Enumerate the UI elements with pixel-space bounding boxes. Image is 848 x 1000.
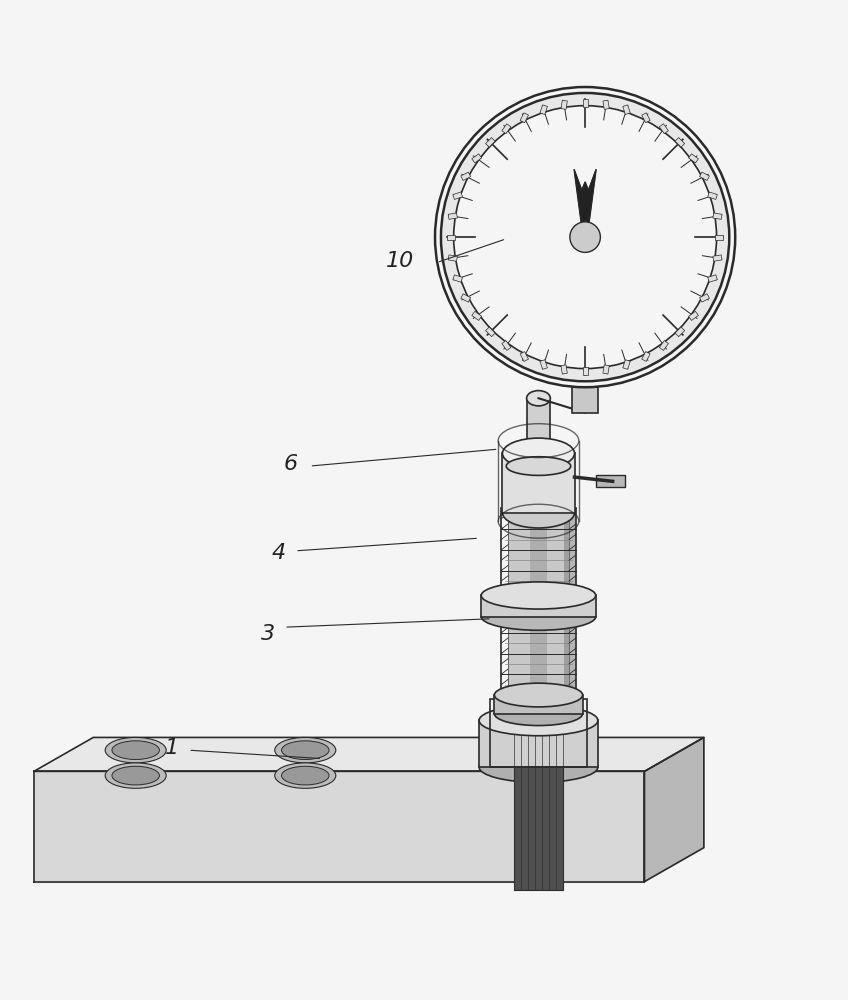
Ellipse shape xyxy=(502,438,575,469)
Bar xyxy=(520,352,528,361)
Ellipse shape xyxy=(105,737,166,763)
Ellipse shape xyxy=(112,741,159,759)
Polygon shape xyxy=(34,771,644,882)
Bar xyxy=(449,213,457,219)
Bar xyxy=(660,124,668,134)
Bar xyxy=(530,508,547,695)
Bar xyxy=(486,138,495,147)
Bar xyxy=(689,311,699,320)
Bar xyxy=(675,327,684,337)
Bar xyxy=(708,275,717,282)
Ellipse shape xyxy=(527,391,550,406)
Bar xyxy=(572,387,598,413)
Bar xyxy=(453,275,462,282)
Bar xyxy=(583,99,588,107)
Text: 10: 10 xyxy=(386,251,414,271)
Bar xyxy=(494,695,583,714)
Bar xyxy=(700,172,710,180)
Bar xyxy=(486,327,495,337)
Bar xyxy=(700,294,710,302)
Bar xyxy=(447,235,455,240)
Ellipse shape xyxy=(454,106,717,369)
Ellipse shape xyxy=(479,752,598,782)
Ellipse shape xyxy=(506,457,571,475)
Ellipse shape xyxy=(502,497,575,528)
Bar xyxy=(471,154,482,163)
Bar xyxy=(482,595,595,617)
Ellipse shape xyxy=(479,705,598,736)
Ellipse shape xyxy=(494,702,583,726)
Ellipse shape xyxy=(482,603,595,630)
Ellipse shape xyxy=(282,766,329,785)
Bar xyxy=(689,154,699,163)
Bar xyxy=(540,105,548,115)
Text: 6: 6 xyxy=(284,454,298,474)
Ellipse shape xyxy=(482,582,595,609)
Ellipse shape xyxy=(570,222,600,252)
Bar xyxy=(561,100,567,109)
Bar xyxy=(715,235,723,240)
Ellipse shape xyxy=(514,685,563,705)
Bar xyxy=(502,341,510,350)
Bar xyxy=(603,100,609,109)
Bar xyxy=(514,695,563,890)
Bar xyxy=(564,508,576,695)
Ellipse shape xyxy=(494,683,583,707)
Text: 4: 4 xyxy=(271,543,286,563)
Bar xyxy=(449,255,457,261)
Bar xyxy=(527,398,550,441)
Bar xyxy=(561,365,567,374)
Bar xyxy=(453,192,462,199)
Bar xyxy=(460,294,471,302)
Bar xyxy=(622,105,630,115)
Bar xyxy=(622,360,630,369)
Bar xyxy=(713,213,722,219)
Bar xyxy=(508,508,569,695)
Bar xyxy=(490,699,587,767)
Bar xyxy=(713,255,722,261)
Bar xyxy=(583,367,588,375)
Ellipse shape xyxy=(275,763,336,788)
Polygon shape xyxy=(644,737,704,882)
Bar xyxy=(660,341,668,350)
Bar xyxy=(460,172,471,180)
Bar xyxy=(708,192,717,199)
Bar xyxy=(502,124,510,134)
Bar xyxy=(540,360,548,369)
Ellipse shape xyxy=(112,766,159,785)
Polygon shape xyxy=(34,737,704,771)
Bar xyxy=(675,138,684,147)
Bar xyxy=(520,113,528,123)
Bar xyxy=(642,352,650,361)
Bar xyxy=(471,311,482,320)
Bar xyxy=(595,475,626,487)
Ellipse shape xyxy=(441,93,729,381)
Text: 3: 3 xyxy=(261,624,276,644)
Polygon shape xyxy=(574,169,596,252)
Ellipse shape xyxy=(105,763,166,788)
Ellipse shape xyxy=(282,741,329,759)
Text: 1: 1 xyxy=(165,738,180,758)
Bar xyxy=(479,720,598,767)
Bar xyxy=(642,113,650,123)
Bar xyxy=(502,453,575,513)
Bar xyxy=(603,365,609,374)
Ellipse shape xyxy=(275,737,336,763)
